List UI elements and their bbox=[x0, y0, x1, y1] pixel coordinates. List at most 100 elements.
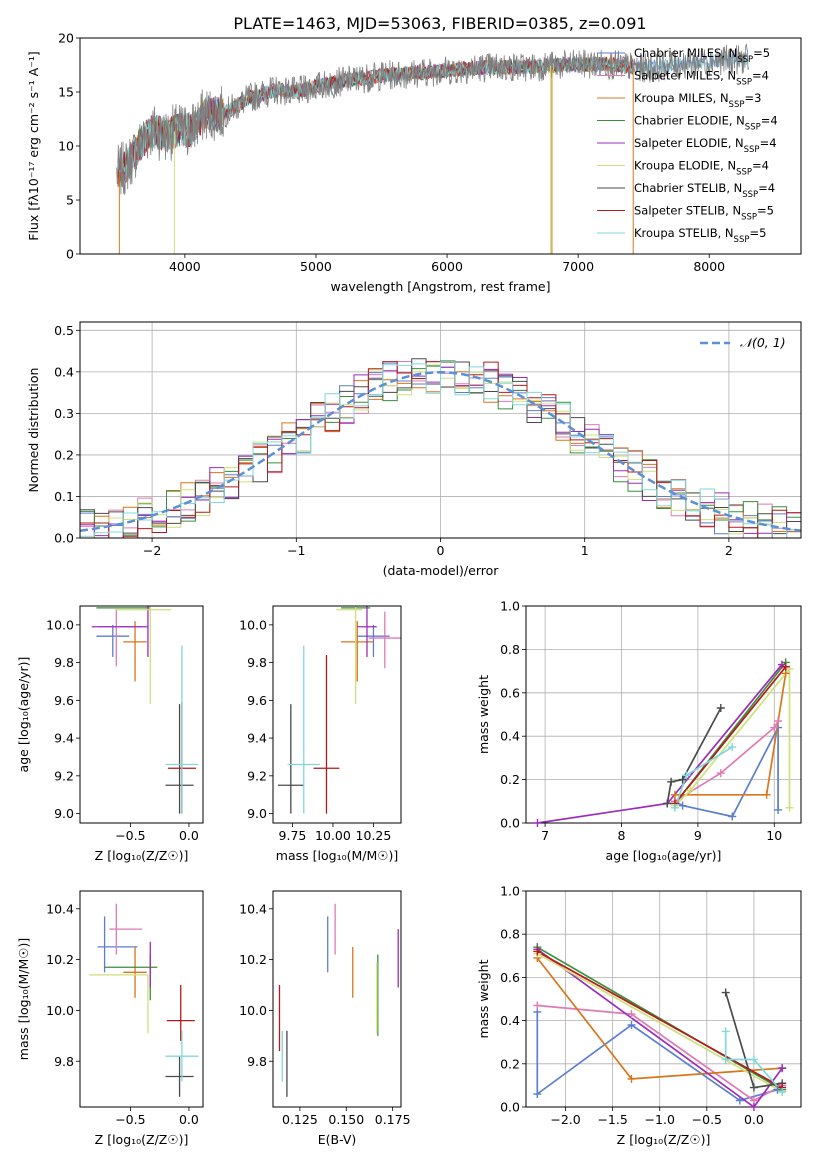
legend-label-tail: =4 bbox=[761, 114, 778, 128]
spectrum-ytick-label: 5 bbox=[66, 193, 74, 208]
weight-z-series-kroupa-stelib-line bbox=[724, 1031, 783, 1093]
spectrum-panel: 4000 5000 6000 7000 8000 0 5 10 15 20 wavelength [… bbox=[26, 31, 802, 294]
normal-curve bbox=[80, 371, 801, 532]
weight-age-ytick-label: 0.0 bbox=[500, 816, 520, 831]
age-z-ytick-label: 9.4 bbox=[54, 731, 74, 746]
age-mass-xtick-label: 10.00 bbox=[315, 828, 351, 843]
weight-age-axes-frame bbox=[525, 605, 802, 824]
weight-age-series-chabrier-miles-marker bbox=[774, 805, 783, 814]
mass-ebv-xtick-label: 0.125 bbox=[282, 1112, 318, 1127]
age-z-xtick-label: 0.0 bbox=[179, 828, 199, 843]
weight-z-plot-area bbox=[526, 891, 801, 1107]
weight-age-series-chabrier-stelib-line bbox=[666, 707, 722, 804]
weight-age-series-kroupa-miles-marker bbox=[762, 790, 771, 799]
weight-z-panel: −2.0 −1.5 −1.0 −0.5 0.0 0.0 0.2 0.4 0.6 0.8 1.0 Z [… bbox=[476, 884, 802, 1147]
weight-z-series-kroupa-stelib-marker bbox=[778, 1087, 787, 1096]
residuals-ytick-label: 0.0 bbox=[54, 531, 74, 546]
weight-z-series-kroupa-stelib-marker bbox=[721, 1055, 730, 1064]
age-mass-ytick-label: 10.0 bbox=[239, 617, 267, 632]
legend-label: Salpeter ELODIE, NSSP=4 bbox=[634, 136, 777, 155]
age-z-ytick-label: 9.8 bbox=[54, 655, 74, 670]
residuals-xtick-label: −2 bbox=[143, 543, 161, 558]
residuals-ytick-label: 0.5 bbox=[54, 323, 74, 338]
age-mass-xtick-label: 9.75 bbox=[279, 828, 307, 843]
weight-z-series-salpeter-miles-line bbox=[537, 1004, 783, 1102]
legend-label-tail: =4 bbox=[752, 69, 769, 83]
spectrum-xtick-label: 4000 bbox=[169, 259, 201, 274]
age-mass-xtick-label: 10.25 bbox=[356, 828, 392, 843]
weight-age-series-kroupa-stelib-marker bbox=[728, 743, 737, 752]
weight-z-xtick-label: 0.0 bbox=[744, 1112, 764, 1127]
weight-age-series-salpeter-miles-line bbox=[674, 720, 779, 803]
spectrum-plot-area bbox=[116, 43, 749, 254]
weight-age-series-salpeter-miles-marker bbox=[770, 723, 779, 732]
weight-z-series-chabrier-miles-marker bbox=[627, 1020, 636, 1029]
age-mass-ytick-label: 9.0 bbox=[247, 806, 267, 821]
legend-label-main: Salpeter ELODIE, N bbox=[634, 136, 744, 150]
residuals-xtick-label: 0 bbox=[437, 543, 445, 558]
mass-ebv-ytick-label: 10.4 bbox=[239, 901, 267, 916]
weight-age-xtick-label: 9 bbox=[694, 828, 702, 843]
age-z-panel: −0.5 0.0 9.0 9.2 9.4 9.6 9.8 10.0 Z [log₁₀(Z/Z☉)… bbox=[16, 605, 204, 863]
weight-age-ytick-label: 0.8 bbox=[500, 642, 520, 657]
legend-label-sub: SSP bbox=[737, 55, 753, 65]
weight-z-series-chabrier-miles-marker bbox=[735, 1096, 744, 1105]
weight-z-series-salpeter-stelib-marker bbox=[533, 947, 542, 956]
weight-age-ytick-label: 0.2 bbox=[500, 772, 520, 787]
weight-age-series-salpeter-elodie-marker bbox=[533, 819, 542, 827]
residuals-ylabel: Normed distribution bbox=[26, 368, 41, 493]
weight-age-xtick-label: 7 bbox=[541, 828, 549, 843]
age-z-xlabel: Z [log₁₀(Z/Z☉)] bbox=[95, 848, 189, 863]
weight-z-ytick-label: 0.2 bbox=[500, 1056, 520, 1071]
legend-label-tail: =5 bbox=[753, 46, 770, 60]
weight-age-series-chabrier-stelib-marker bbox=[716, 703, 725, 712]
legend-label-main: Salpeter MILES, N bbox=[634, 69, 736, 83]
age-z-ytick-label: 9.2 bbox=[54, 768, 74, 783]
weight-z-xtick-label: −1.0 bbox=[645, 1112, 675, 1127]
mass-z-plot-area bbox=[89, 903, 199, 1097]
weight-age-xtick-label: 10 bbox=[766, 828, 782, 843]
weight-age-series-kroupa-elodie-marker bbox=[686, 786, 695, 795]
weight-age-series-salpeter-stelib-line bbox=[674, 666, 787, 805]
mass-ebv-xtick-label: 0.175 bbox=[375, 1112, 411, 1127]
weight-z-ylabel: mass weight bbox=[476, 959, 491, 1038]
spectrum-ytick-label: 15 bbox=[58, 85, 74, 100]
residuals-xtick-label: −1 bbox=[287, 543, 305, 558]
age-z-ytick-label: 10.0 bbox=[46, 617, 74, 632]
legend-label: Kroupa MILES, NSSP=3 bbox=[634, 91, 761, 110]
weight-z-xlabel: Z [log₁₀(Z/Z☉)] bbox=[617, 1132, 711, 1147]
spectrum-xtick-label: 5000 bbox=[300, 259, 332, 274]
weight-z-series-chabrier-stelib-marker bbox=[749, 1083, 758, 1092]
mass-ebv-ytick-label: 9.8 bbox=[247, 1054, 267, 1069]
weight-z-xtick-label: −2.0 bbox=[550, 1112, 580, 1127]
age-mass-ytick-label: 9.6 bbox=[247, 693, 267, 708]
weight-age-ytick-label: 0.6 bbox=[500, 685, 520, 700]
weight-z-ytick-label: 0.8 bbox=[500, 927, 520, 942]
age-z-ylabel: age [log₁₀(age/yr)] bbox=[16, 657, 31, 773]
weight-z-series-kroupa-stelib-marker bbox=[721, 1027, 730, 1036]
weight-age-series-kroupa-elodie-line bbox=[674, 666, 791, 808]
weight-z-xtick-label: −1.5 bbox=[597, 1112, 627, 1127]
legend-label: Kroupa STELIB, NSSP=5 bbox=[634, 226, 766, 245]
residuals-xlabel: (data-model)/error bbox=[383, 563, 500, 578]
legend-label-sub: SSP bbox=[736, 168, 752, 178]
weight-z-series-chabrier-miles-marker bbox=[533, 1090, 542, 1099]
legend-label: Chabrier STELIB, NSSP=4 bbox=[634, 181, 775, 200]
legend-label-sub: SSP bbox=[734, 235, 750, 245]
age-mass-plot-area bbox=[277, 606, 401, 814]
residuals-ytick-label: 0.4 bbox=[54, 364, 74, 379]
mass-ebv-axes-frame bbox=[272, 890, 402, 1108]
mass-z-ytick-label: 10.2 bbox=[46, 952, 74, 967]
legend-label-sub: SSP bbox=[729, 100, 745, 110]
weight-z-series-chabrier-elodie-line bbox=[536, 946, 783, 1091]
mass-z-xtick-label: −0.5 bbox=[115, 1112, 145, 1127]
legend-label-tail: =5 bbox=[749, 226, 766, 240]
spectrum-xtick-label: 7000 bbox=[562, 259, 594, 274]
mass-z-ylabel: mass [log₁₀(M/M☉)] bbox=[16, 938, 31, 1060]
spectrum-ylabel: Flux [fλ10⁻¹⁷ erg cm⁻² s⁻¹ A⁻¹] bbox=[26, 51, 41, 240]
spectrum-data-line bbox=[116, 43, 749, 195]
residuals-xtick-label: 1 bbox=[581, 543, 589, 558]
